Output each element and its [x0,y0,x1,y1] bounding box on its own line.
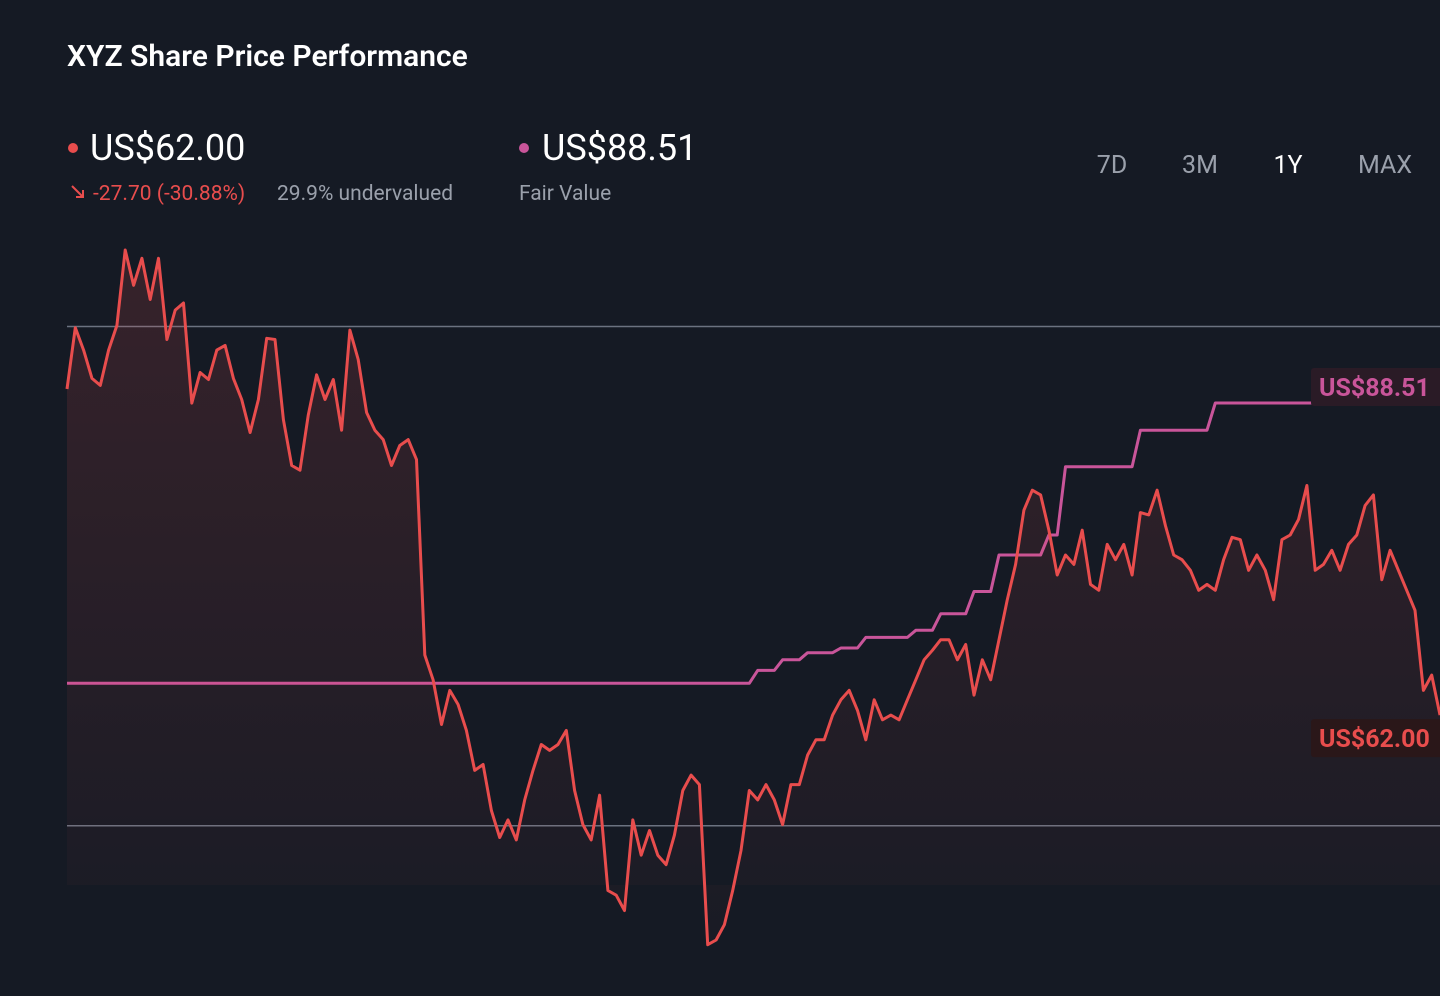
price-dot [68,143,78,153]
end-label-box [1311,367,1440,406]
price-line [65,248,1440,947]
end-label: US$62.00 [1319,725,1430,754]
plot-area: US$62.00 US$88.51 [65,248,1440,947]
valuation: 29.9% undervalued [277,182,453,206]
end-label: US$88.51 [1319,374,1430,403]
range-button[interactable]: 7D [1097,151,1127,180]
chart-title: XYZ Share Price Performance [67,39,468,74]
range-button[interactable]: 3M [1182,151,1218,180]
range-button[interactable]: 1Y [1273,151,1302,180]
fair-value-dot [519,143,529,153]
end-label-box [1311,719,1440,758]
range-selector: 7D 3M 1Y MAX [1097,151,1413,180]
current-price: US$62.00 [90,127,245,169]
price-area [67,250,1440,945]
down-arrow-icon [71,185,84,198]
range-button[interactable]: MAX [1358,151,1412,180]
fair-value-caption: Fair Value [519,182,611,206]
price-change: -27.70 (-30.88%) [93,182,245,206]
fair-value: US$88.51 [542,127,697,169]
